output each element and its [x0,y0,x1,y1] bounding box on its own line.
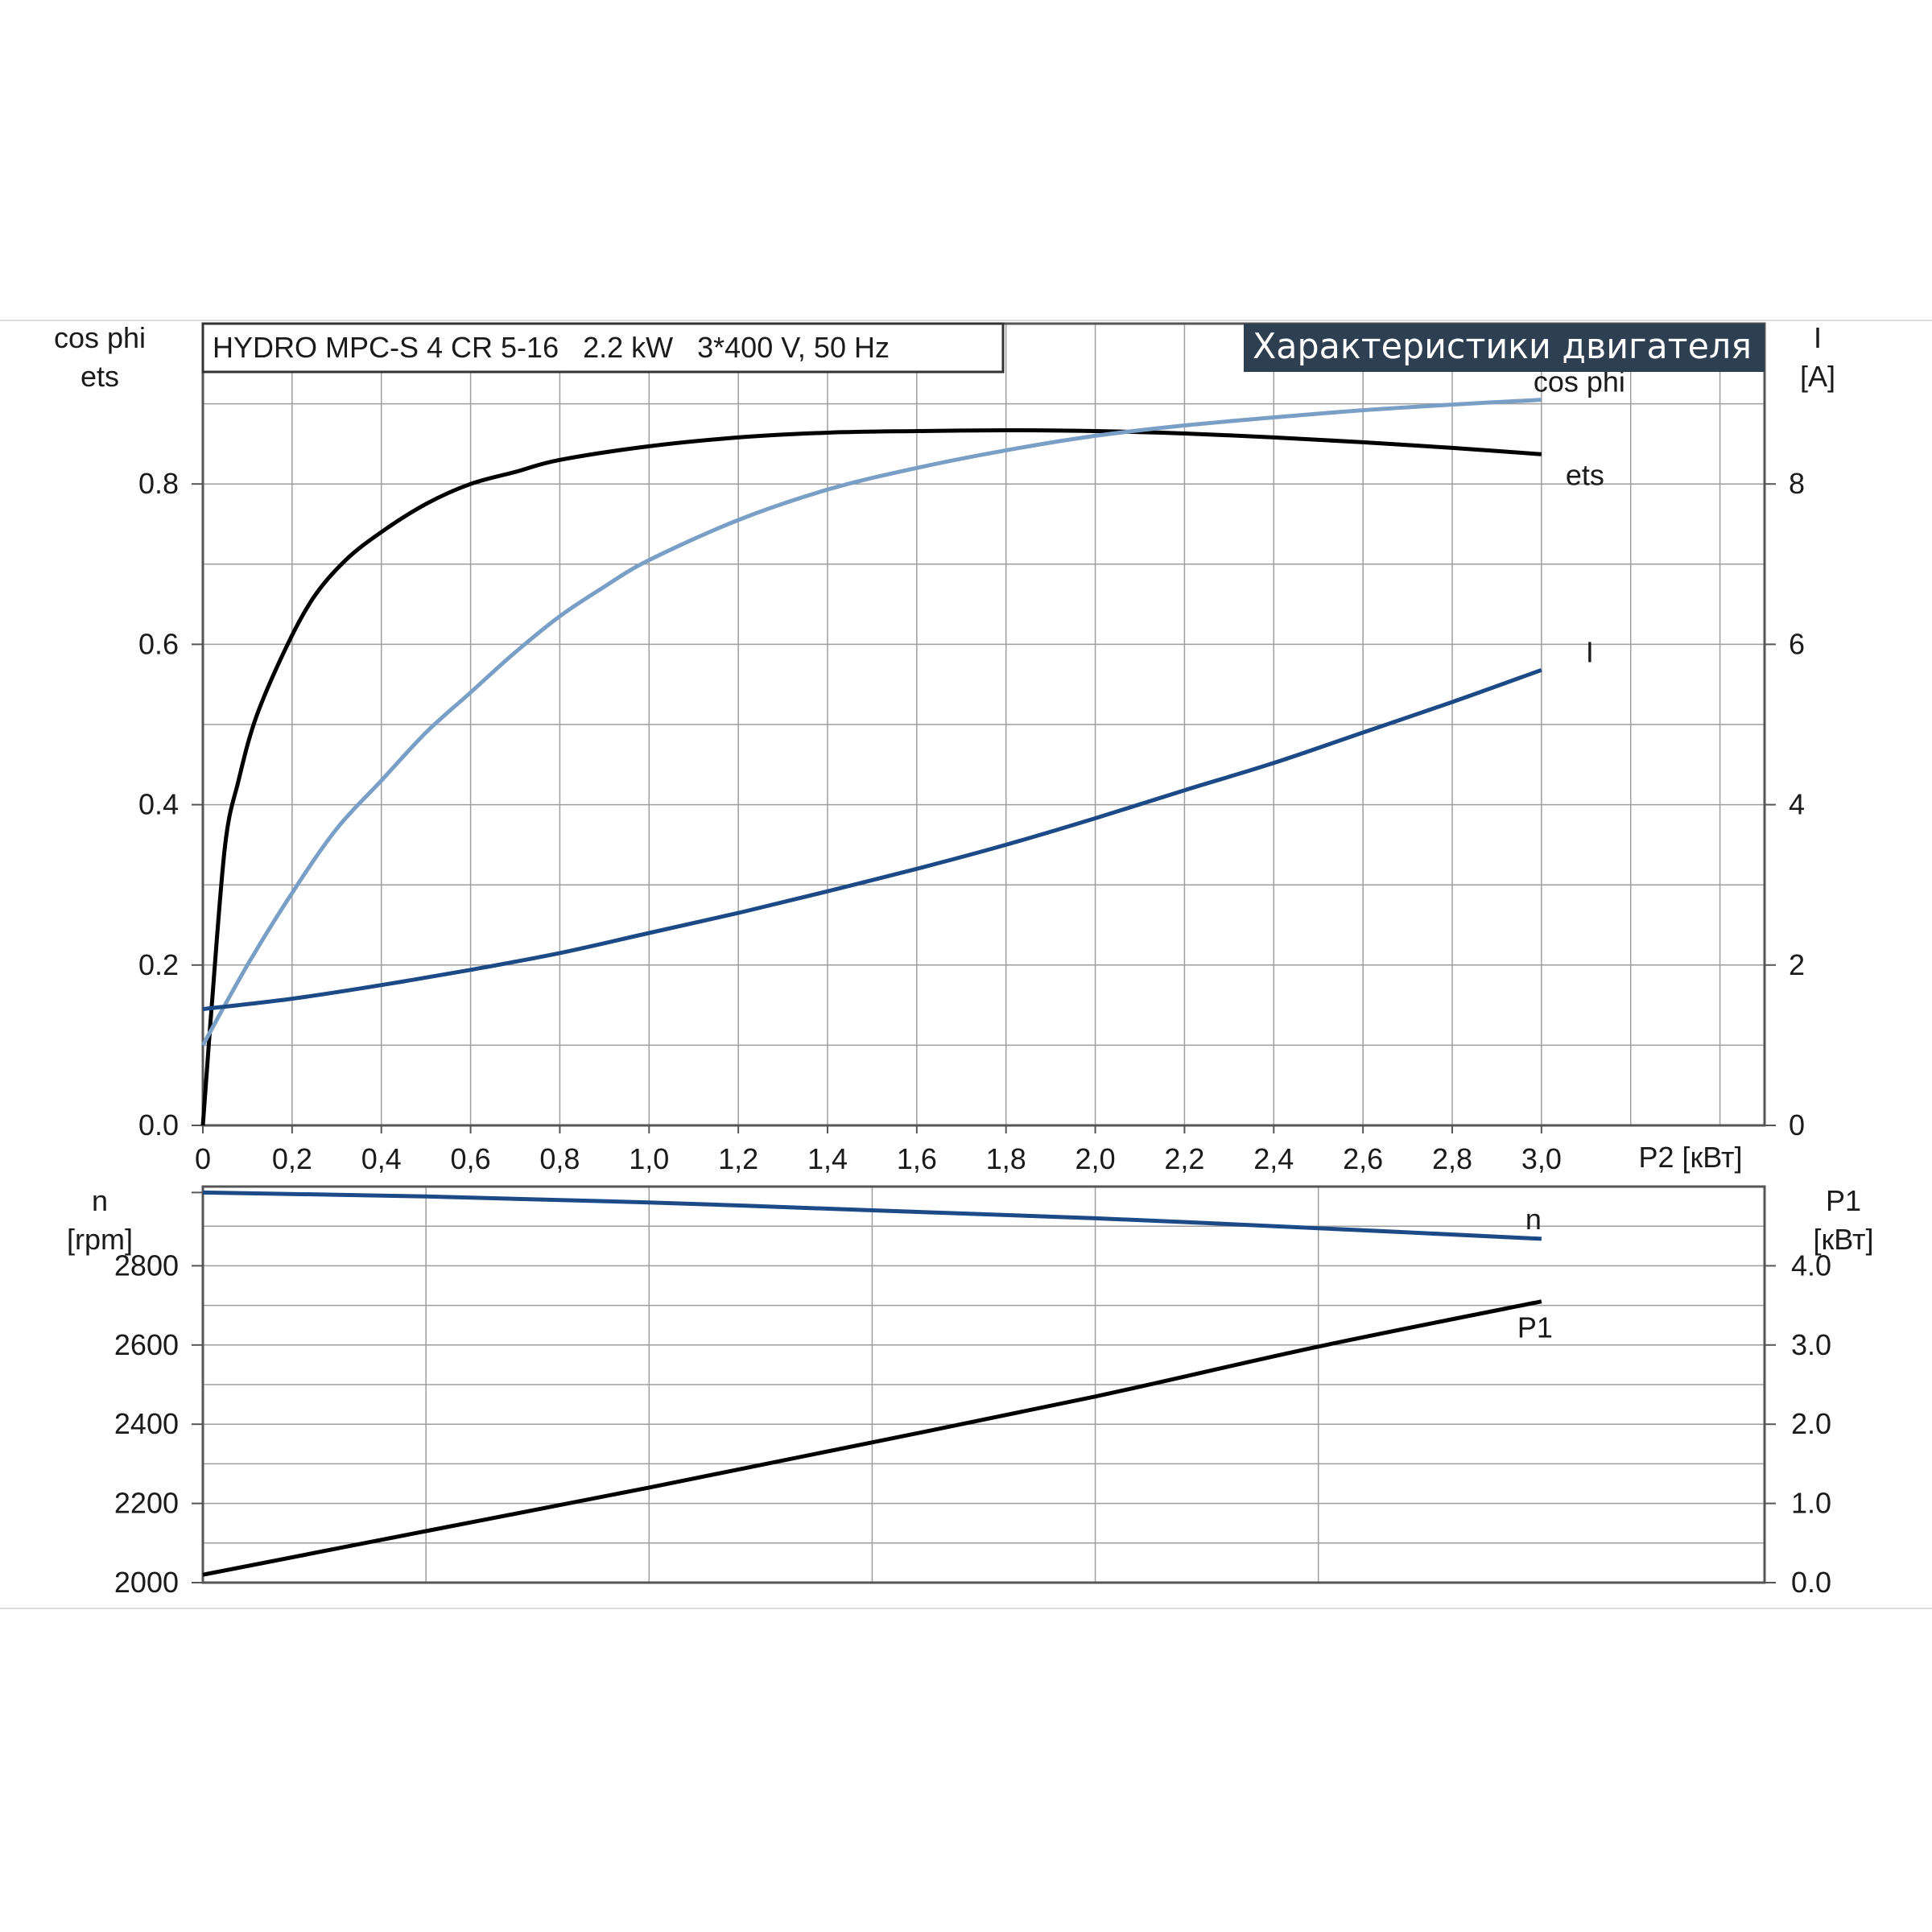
left-tick-label: 0.6 [138,627,179,660]
lower-plot-grid [203,1187,1765,1583]
left-tick-label: 0.4 [138,788,179,821]
upper-plot-grid [203,324,1765,1125]
lower-right-tick-label: 3.0 [1791,1328,1831,1361]
lower-plot-frame [201,1185,1766,1584]
lower-tick-labels: 2000 2200 2400 2600 2800 0.0 1.0 2.0 3.0 4.0 [114,1191,1831,1599]
series-line-n [202,1190,1542,1241]
x-tick-label: 1,4 [807,1142,848,1175]
lower-left-tick-label: 2400 [114,1407,179,1440]
x-tick-label: 1,6 [897,1142,937,1175]
header-badge [1244,324,1765,372]
lower-right-axis-title: P1 [1826,1184,1861,1217]
lower-left-axis-unit: [rpm] [67,1223,133,1256]
left-axis-title-cosphi: cos phi [54,321,146,354]
lower-right-tick-label: 4.0 [1791,1249,1831,1282]
x-tick-label: 2,4 [1253,1142,1294,1175]
chart-title: HYDRO MPC-S 4 CR 5-16 2.2 kW 3*400 V, 50… [213,331,890,364]
lower-left-tick-label: 2600 [114,1328,179,1361]
header-badge-text: Характеристики двигателя [1253,326,1752,367]
series-label-n: n [1525,1203,1542,1236]
title-box [201,322,1005,374]
x-tick-label: 1,8 [986,1142,1026,1175]
x-axis-title: P2 [кВт] [1638,1141,1742,1174]
right-axis-unit-current: [A] [1800,360,1835,393]
series-label-ets: ets [1566,458,1604,491]
x-tick-label: 0,4 [361,1142,402,1175]
left-tick-label: 0.0 [138,1108,179,1141]
series-line-i [202,667,1542,1012]
lower-right-tick-label: 0.0 [1791,1566,1831,1599]
lower-left-tick-label: 2200 [114,1487,179,1520]
x-tick-label: 0,6 [451,1142,491,1175]
x-tick-label: 0,2 [272,1142,312,1175]
lower-series-group: n P1 [202,1190,1553,1577]
series-line-cos-phi [200,398,1542,1046]
x-tick-label: 1,0 [629,1142,669,1175]
upper-tick-labels: 0 0,2 0,4 0,6 0,8 1,0 1,2 1,4 1,6 1,8 2,0 2,2 2,4 2,6… [138,467,1805,1175]
right-tick-label: 4 [1789,788,1805,821]
x-tick-label: 2,6 [1343,1142,1383,1175]
series-line-ets [200,428,1542,1126]
right-axis-title-current: I [1814,321,1822,354]
left-tick-label: 0.2 [138,948,179,981]
x-tick-label: 0 [195,1142,211,1175]
lower-left-tick-label: 2800 [114,1249,179,1282]
lower-right-tick-label: 2.0 [1791,1407,1831,1440]
right-tick-label: 2 [1789,948,1805,981]
x-tick-label: 2,8 [1432,1142,1472,1175]
left-axis-title-ets: ets [80,360,119,393]
x-tick-label: 1,2 [718,1142,758,1175]
x-tick-label: 0,8 [539,1142,580,1175]
left-tick-label: 0.8 [138,467,179,500]
lower-right-axis-unit: [кВт] [1813,1223,1873,1256]
x-tick-label: 2,0 [1075,1142,1116,1175]
series-line-p1 [202,1299,1542,1577]
right-tick-label: 6 [1789,627,1805,660]
series-label-p1: P1 [1517,1311,1553,1344]
lower-left-axis-title: n [92,1184,108,1217]
right-tick-label: 0 [1789,1108,1805,1141]
x-tick-label: 3,0 [1521,1142,1562,1175]
lower-right-tick-label: 1.0 [1791,1487,1831,1520]
right-tick-label: 8 [1789,467,1805,500]
series-label-i: I [1586,635,1594,668]
x-tick-label: 2,2 [1164,1142,1204,1175]
lower-left-tick-label: 2000 [114,1566,179,1599]
